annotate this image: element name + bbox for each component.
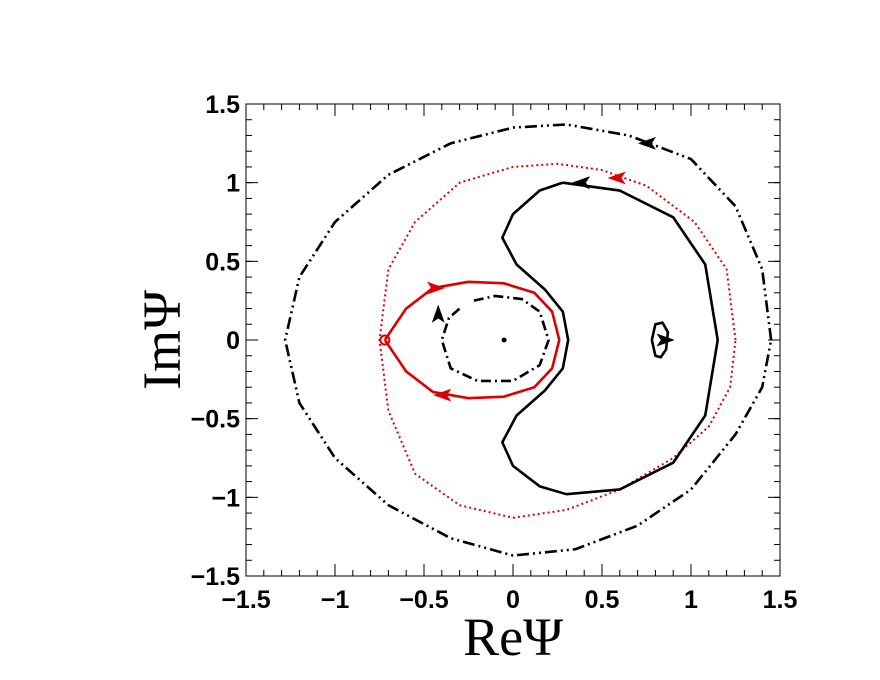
x-tick-label: 0.5 <box>585 586 620 614</box>
tick-layer: −1.5 −1 −0.5 0 0.5 1 1.5 1.5 1 0.5 0 −0.5 −1 −1.5 <box>191 91 798 614</box>
y-tick-label: −0.5 <box>191 406 240 434</box>
y-tick-label: 1 <box>226 170 240 198</box>
direction-arrow-icon <box>607 171 626 185</box>
x-axis-label: ReΨ <box>463 607 563 667</box>
series-curve-2 <box>378 162 737 519</box>
direction-arrow-icon <box>431 304 445 323</box>
x-tick-label: −1 <box>321 586 350 614</box>
saddle-point-marker <box>379 334 391 346</box>
x-tick-label: 1.5 <box>763 586 798 614</box>
x-tick-label: −0.5 <box>399 586 448 614</box>
x-tick-label: 0 <box>506 586 520 614</box>
y-tick-label: 1.5 <box>205 91 240 119</box>
x-tick-label: −1.5 <box>221 586 270 614</box>
y-tick-label: 0 <box>226 327 240 355</box>
series-curve-3 <box>501 181 720 496</box>
y-axis-label: ImΨ <box>132 290 192 390</box>
fixed-point-marker <box>501 337 507 343</box>
x-tick-label: 1 <box>684 586 698 614</box>
series-layer <box>283 123 773 557</box>
direction-arrow-icon <box>637 136 657 150</box>
y-tick-label: −1 <box>211 484 240 512</box>
direction-arrow-icon <box>656 333 675 347</box>
series-curve-5 <box>440 294 550 383</box>
y-tick-label: −1.5 <box>191 563 240 591</box>
direction-arrow-icon <box>571 176 591 190</box>
series-curve-1 <box>283 123 773 557</box>
series-curve-4 <box>383 280 561 400</box>
plot-frame <box>245 103 781 577</box>
direction-arrow-icon <box>426 281 446 295</box>
y-tick-label: 0.5 <box>205 248 240 276</box>
direction-arrow-icon <box>433 388 452 402</box>
marker-layer <box>379 334 507 346</box>
